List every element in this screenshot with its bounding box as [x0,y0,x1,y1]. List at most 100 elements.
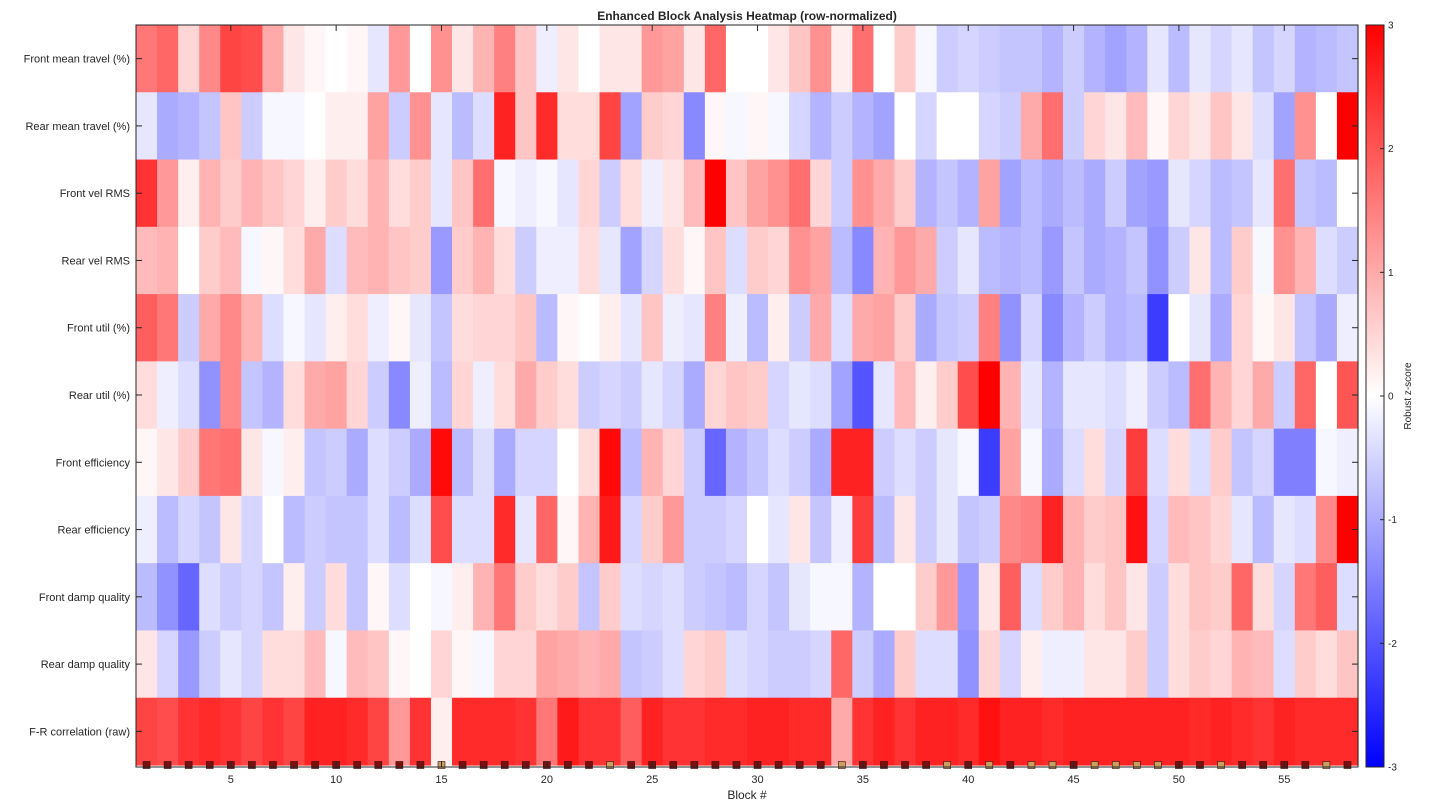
heatmap-cell [725,226,748,295]
heatmap-cell [220,697,242,766]
heatmap-cell [536,630,558,699]
heatmap-cell [810,428,832,497]
heatmap-cell [157,495,179,564]
heatmap-cell [557,563,580,632]
heatmap-cell [1294,159,1317,228]
heatmap-cell [725,25,748,93]
heatmap-cell [325,697,348,766]
heatmap-cell [641,92,664,161]
heatmap-cell [1126,630,1148,699]
heatmap-cell [409,294,432,362]
heatmap-cell [789,294,811,362]
heatmap-cell [978,226,1001,295]
heatmap-cell [768,428,790,497]
heatmap-cell [557,428,580,497]
heatmap-cell [641,495,664,564]
heatmap-cell [852,697,875,766]
heatmap-cell [1147,92,1169,161]
heatmap-cell [578,294,601,362]
heatmap-cell [789,428,811,497]
heatmap-cell [1084,428,1106,497]
heatmap-cell [220,563,242,632]
heatmap-cell [178,361,200,430]
heatmap-cell [747,92,769,161]
heatmap-cell [1168,361,1191,430]
heatmap-cell [641,159,664,228]
heatmap-cell [1126,92,1148,161]
heatmap-cell [1020,226,1043,295]
heatmap-cell [536,92,558,161]
heatmap-cell [430,495,453,564]
heatmap-cell [515,294,537,362]
heatmap-cell [957,361,980,430]
heatmap-cell [409,495,432,564]
heatmap-cell [852,361,875,430]
heatmap-cell [1231,226,1254,295]
heatmap-cell [831,25,853,93]
heatmap-cell [241,428,264,497]
heatmap-cell [894,159,917,228]
heatmap-cell [873,25,896,93]
heatmap-cell [1252,697,1275,766]
x-tick-label: 10 [330,774,342,786]
heatmap-cell [157,563,179,632]
x-tick-label: 35 [857,774,869,786]
heatmap-cell [1315,92,1338,161]
heatmap-cell [346,159,369,228]
block-marker [627,761,635,769]
heatmap-cell [430,294,453,362]
heatmap-cell [957,563,980,632]
block-marker [1343,761,1352,769]
heatmap-cell [304,159,327,228]
heatmap-cell [536,697,558,766]
heatmap-cell [473,630,495,699]
heatmap-cell [409,697,432,766]
heatmap-cell [452,226,474,295]
heatmap-cell [683,428,706,497]
heatmap-cell [367,495,390,564]
heatmap-cell [831,159,853,228]
heatmap-cell [810,495,832,564]
heatmap-cell [852,294,875,362]
heatmap-cell [220,428,242,497]
block-marker [311,761,319,769]
heatmap-cell [810,226,832,295]
heatmap-cell [704,495,727,564]
heatmap-cell [1063,495,1085,564]
heatmap-cell [747,697,769,766]
heatmap-cell [1105,159,1127,228]
heatmap-cell [430,159,453,228]
row-label: Front mean travel (%) [24,54,130,66]
heatmap-cell [1294,630,1317,699]
heatmap-cell [1210,563,1233,632]
heatmap-cell [283,697,306,766]
heatmap-cell [978,25,1001,93]
heatmap-cell [894,495,917,564]
heatmap-cell [1252,361,1275,430]
heatmap-cell [1020,25,1043,93]
heatmap-cell [346,630,369,699]
heatmap-cell [325,226,348,295]
heatmap-cell [304,361,327,430]
heatmap-cell [1041,25,1064,93]
x-tick-label: 25 [646,774,658,786]
heatmap-cell [936,495,959,564]
heatmap-cell [304,697,327,766]
heatmap-cell [262,25,285,93]
heatmap-cell [199,361,221,430]
block-marker [479,761,488,769]
heatmap-cell [241,495,264,564]
heatmap-cell [346,92,369,161]
heatmap-cell [262,563,285,632]
heatmap-cell [1315,25,1338,93]
heatmap-cell [704,428,727,497]
block-marker [1196,761,1204,769]
heatmap-cell [915,495,938,564]
heatmap-cell [873,495,896,564]
heatmap-cell [283,226,306,295]
heatmap-cell [220,159,242,228]
x-tick-label: 15 [435,774,447,786]
heatmap-cell [157,294,179,362]
heatmap-cell [1084,226,1106,295]
heatmap-cell [1126,159,1148,228]
